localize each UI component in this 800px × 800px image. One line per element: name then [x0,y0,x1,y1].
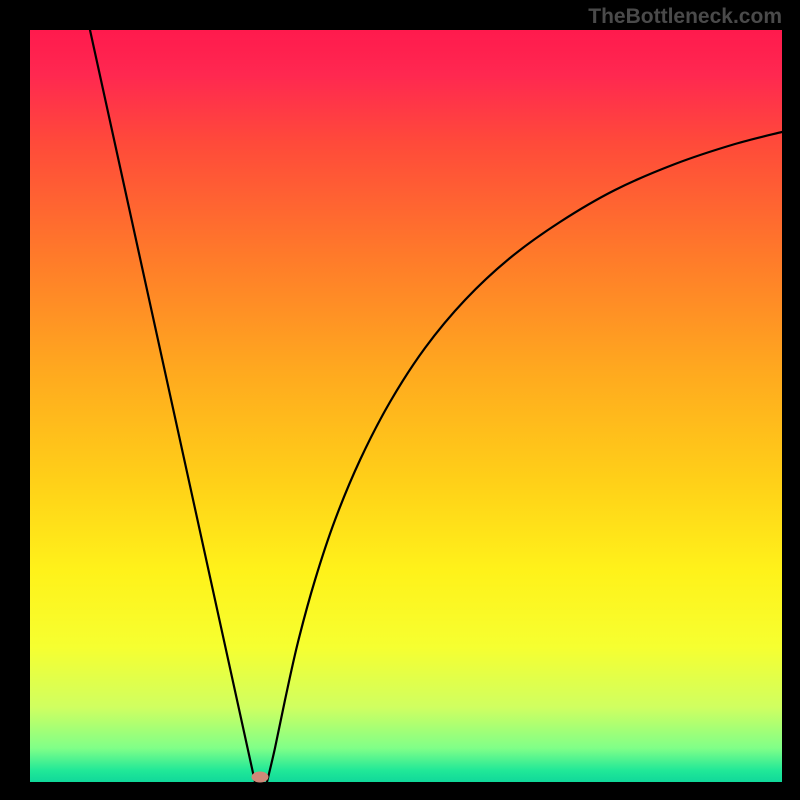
plot-area [30,30,782,782]
optimal-point-marker [252,772,269,783]
chart-container: TheBottleneck.com [0,0,800,800]
watermark-text: TheBottleneck.com [588,5,782,29]
curve-overlay [30,30,782,782]
